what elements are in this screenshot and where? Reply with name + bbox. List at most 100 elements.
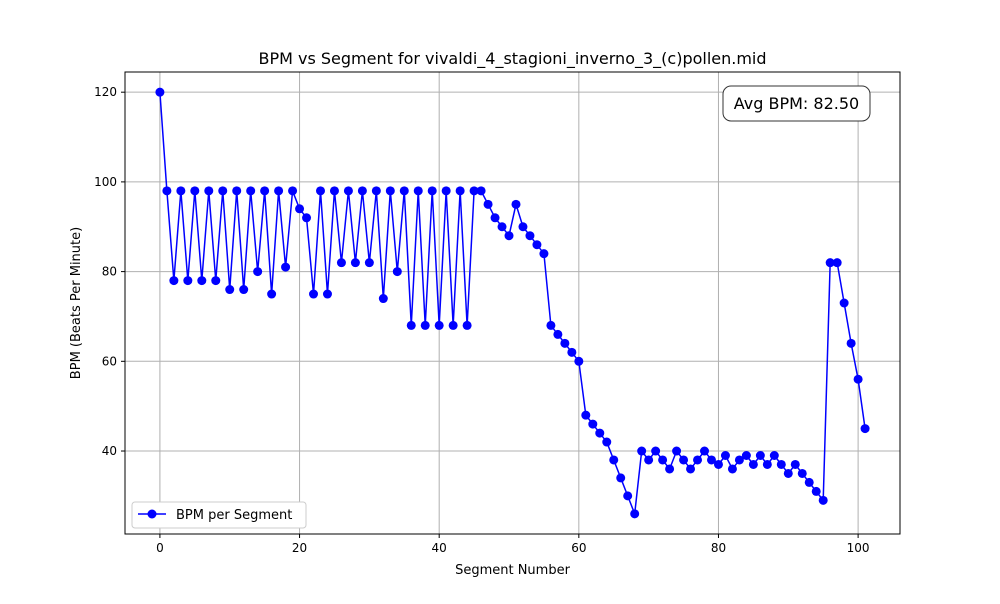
plot-frame [124,71,901,535]
data-point [441,186,451,196]
x-tick-label: 80 [711,541,726,555]
data-point [727,464,737,474]
data-point [588,419,598,429]
data-point [336,258,346,268]
data-point [162,186,172,196]
annotation-box [722,85,871,122]
data-point [651,446,661,456]
data-point [595,428,605,438]
data-point [357,186,367,196]
data-point [406,320,416,330]
data-point [720,451,730,461]
series-layer [155,87,870,519]
data-point [204,186,214,196]
data-point [371,186,381,196]
x-tick-label: 0 [156,541,164,555]
data-point [274,186,284,196]
y-axis-label: BPM (Beats Per Minute) [69,227,84,379]
data-point [260,186,270,196]
data-point [385,186,395,196]
data-point [769,451,779,461]
y-tick-label: 100 [94,175,117,189]
data-point [176,186,186,196]
data-point [574,356,584,366]
data-point [623,491,633,501]
x-tick-label: 60 [571,541,586,555]
data-point [253,267,263,277]
data-point [762,459,772,469]
data-point [839,298,849,308]
data-point [315,186,325,196]
data-point [755,451,765,461]
data-point [853,374,863,384]
data-point [497,222,507,232]
data-point [686,464,696,474]
data-point [832,258,842,268]
data-point [609,455,619,465]
data-point [225,285,235,295]
data-point [658,455,668,465]
data-point [783,468,793,478]
data-point [693,455,703,465]
data-point [183,276,193,286]
data-point [776,459,786,469]
data-point [427,186,437,196]
data-point [511,199,521,209]
data-point [462,320,472,330]
legend-box [131,501,307,529]
data-point [602,437,612,447]
data-point [567,347,577,357]
data-point [672,446,682,456]
legend: BPM per Segment [131,501,307,529]
data-point [364,258,374,268]
average-annotation: Avg BPM: 82.50 [722,85,871,122]
data-point [818,495,828,505]
data-point [155,87,165,97]
data-point [329,186,339,196]
data-point [350,258,360,268]
data-point [448,320,458,330]
data-point [700,446,710,456]
chart-title: BPM vs Segment for vivaldi_4_stagioni_in… [258,49,766,69]
data-point [741,451,751,461]
x-tick-label: 100 [847,541,870,555]
data-point [309,289,319,299]
data-point [846,338,856,348]
average-bpm-label: Avg BPM: 82.50 [734,94,859,113]
data-point [504,231,514,241]
data-point [469,186,479,196]
data-point [169,276,179,286]
data-point [525,231,535,241]
data-point [288,186,298,196]
data-point [239,285,249,295]
data-point [811,486,821,496]
data-point [378,294,388,304]
data-point [399,186,409,196]
data-point [560,338,570,348]
data-point [532,240,542,250]
data-point [860,424,870,434]
data-point [434,320,444,330]
data-point [281,262,291,272]
data-point [616,473,626,483]
data-point [455,186,465,196]
data-point [734,455,744,465]
data-point [246,186,256,196]
data-point [797,468,807,478]
axis-ticks: 0 20 40 60 80 100 40 60 80 100 120 [94,85,869,555]
x-tick-label: 40 [432,541,447,555]
data-point [413,186,423,196]
y-tick-label: 120 [94,85,117,99]
data-point [211,276,221,286]
data-point [302,213,312,223]
data-point [630,509,640,519]
data-point [713,459,723,469]
data-point [804,477,814,487]
data-point [476,186,486,196]
data-point [343,186,353,196]
data-point [518,222,528,232]
data-point [295,204,305,214]
legend-marker-swatch [147,509,157,519]
